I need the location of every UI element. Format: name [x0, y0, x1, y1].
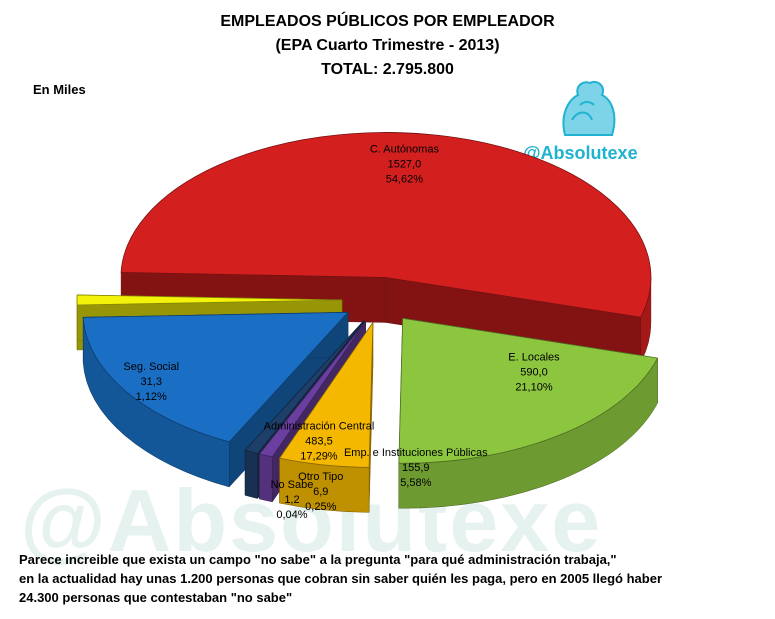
chart-title: EMPLEADOS PÚBLICOS POR EMPLEADOR [220, 13, 555, 30]
label-no-sabe-name: No Sabe [271, 479, 314, 491]
pie-slice-e-locales [398, 317, 659, 509]
label-e-locales-value: 590,0 [520, 366, 548, 378]
footnote-line-3: 24.300 personas que contestaban "no sabe… [19, 590, 293, 605]
label-seg-social-value: 31,3 [141, 376, 162, 388]
label-emp-e-instituciones-publicas-name: Emp. e Instituciones Públicas [344, 447, 488, 459]
chart-total: TOTAL: 2.795.800 [321, 61, 454, 78]
footnote-line-1: Parece increible que exista un campo "no… [19, 552, 617, 567]
label-administracion-central-percent: 17,29% [300, 451, 338, 463]
label-e-locales-name: E. Locales [508, 351, 560, 363]
label-c-autonomas-value: 1527,0 [388, 158, 422, 170]
label-seg-social-name: Seg. Social [123, 361, 179, 373]
label-e-locales-percent: 21,10% [515, 381, 553, 393]
footnote-line-2: en la actualidad hay unas 1.200 personas… [19, 571, 663, 586]
label-seg-social-percent: 1,12% [136, 391, 167, 403]
label-emp-e-instituciones-publicas-percent: 5,58% [400, 477, 431, 489]
griffin-logo-icon [562, 81, 616, 136]
label-c-autonomas-name: C. Autónomas [370, 143, 440, 155]
label-no-sabe-value: 1,2 [284, 494, 299, 506]
brand-handle: @Absolutexe [523, 143, 638, 163]
pie-slice-c-autonomas [120, 132, 652, 363]
chart-title-block: EMPLEADOS PÚBLICOS POR EMPLEADOR (EPA Cu… [0, 10, 775, 82]
units-label: En Miles [33, 82, 86, 97]
chart-subtitle: (EPA Cuarto Trimestre - 2013) [275, 37, 500, 54]
label-otro-tipo-percent: 0,25% [305, 501, 336, 513]
label-otro-tipo-value: 6,9 [313, 486, 328, 498]
label-administracion-central-name: Administración Central [264, 421, 375, 433]
label-administracion-central-value: 483,5 [305, 436, 333, 448]
label-emp-e-instituciones-publicas-value: 155,9 [402, 462, 430, 474]
label-c-autonomas-percent: 54,62% [386, 173, 424, 185]
footnote: Parece increible que exista un campo "no… [19, 550, 769, 607]
pie-slice-emp-e-instituciones-publicas [278, 321, 374, 513]
label-no-sabe-percent: 0,04% [276, 509, 307, 521]
label-otro-tipo-name: Otro Tipo [298, 471, 343, 483]
